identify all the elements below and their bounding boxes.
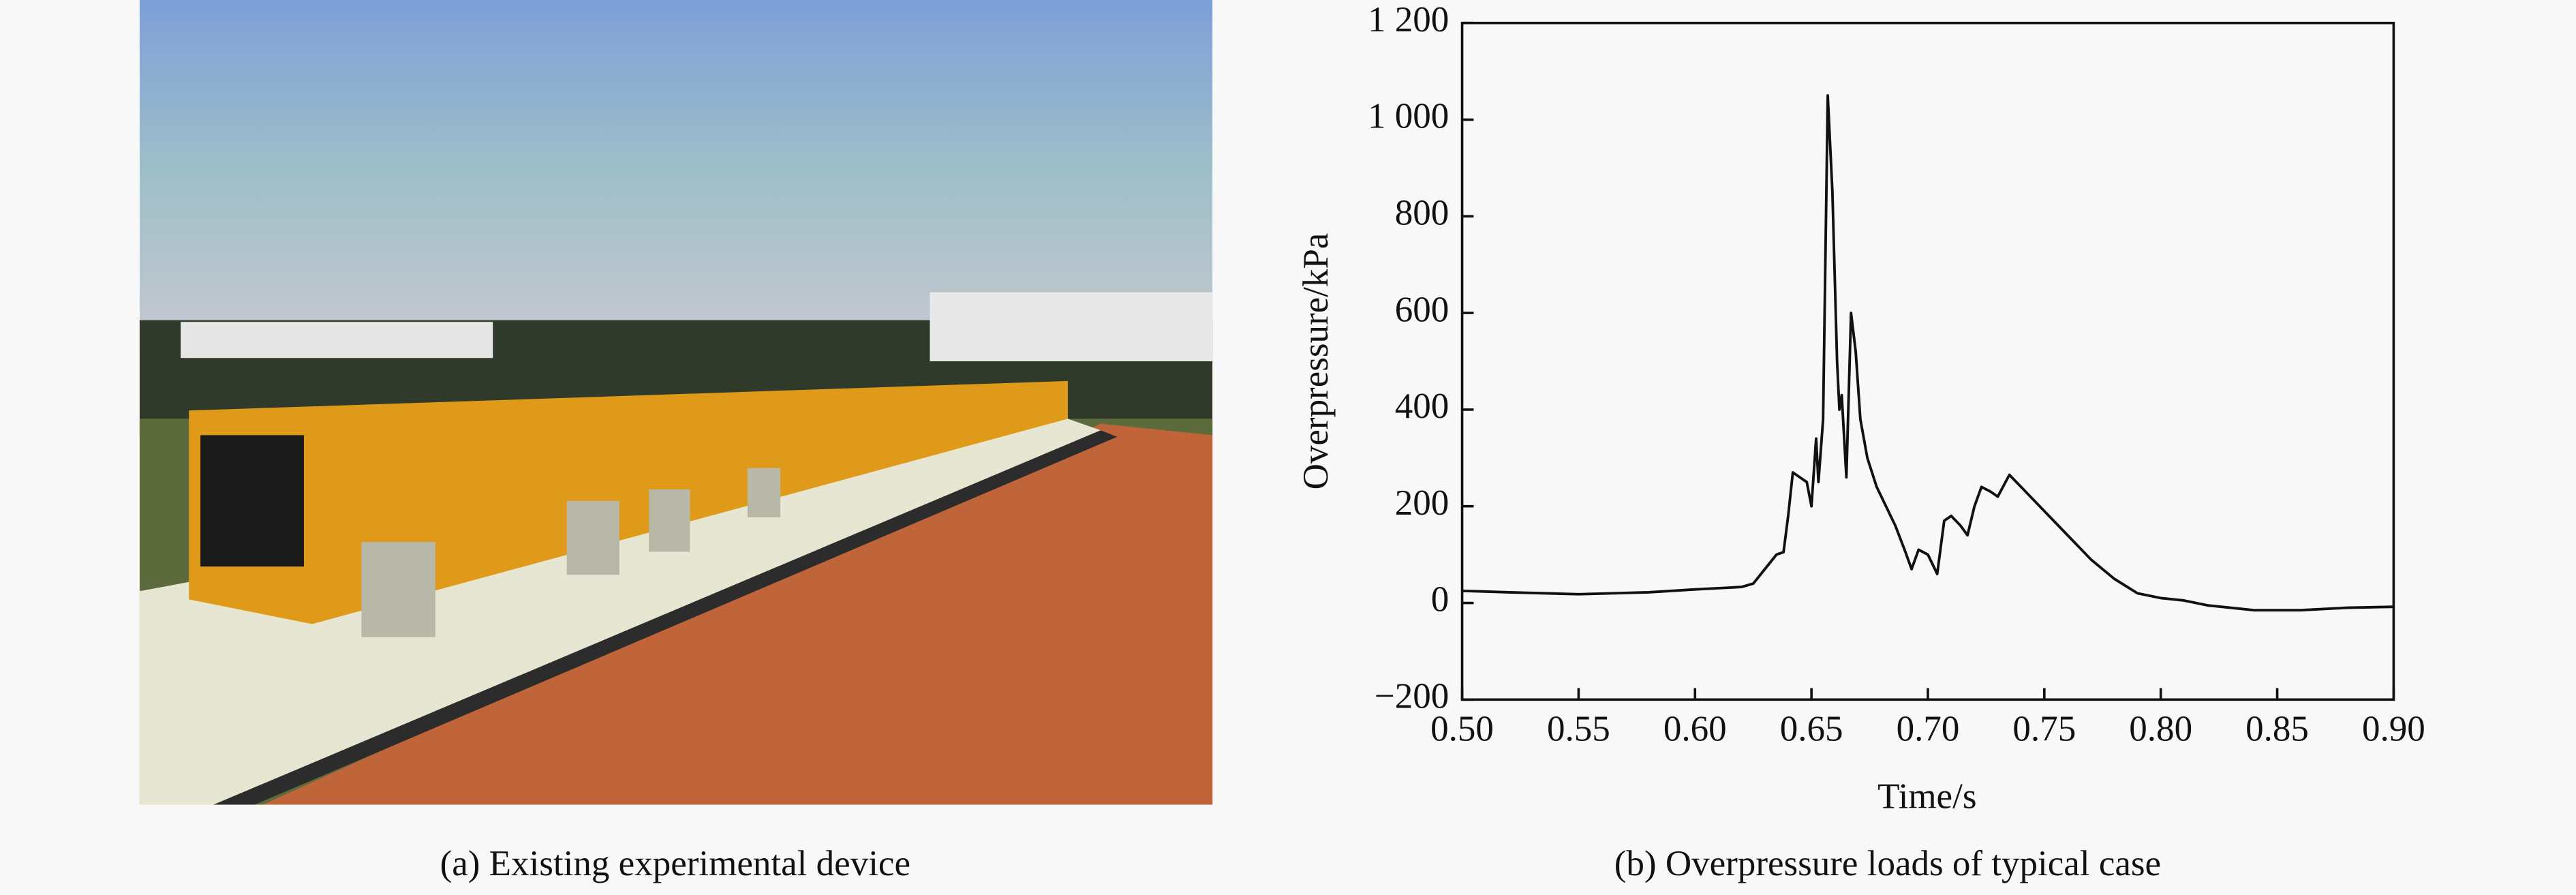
y-tick-label: 400 bbox=[1395, 386, 1450, 426]
x-tick-label: 0.55 bbox=[1547, 710, 1610, 749]
photo bbox=[139, 0, 1213, 805]
x-tick-label: 0.85 bbox=[2245, 710, 2309, 749]
x-tick-label: 0.80 bbox=[2129, 710, 2192, 749]
y-tick-label: 800 bbox=[1395, 194, 1450, 233]
x-tick-label: 0.60 bbox=[1663, 710, 1727, 749]
data-line bbox=[1462, 94, 2394, 612]
chart-caption: (b) Overpressure loads of typical case bbox=[1614, 844, 2161, 883]
x-tick-label: 0.75 bbox=[2012, 710, 2076, 749]
plot-frame bbox=[1460, 21, 2395, 701]
x-tick-label: 0.70 bbox=[1897, 710, 1960, 749]
x-tick-label: 0.90 bbox=[2362, 710, 2425, 749]
x-tick-label: 0.65 bbox=[1780, 710, 1843, 749]
y-tick-label: 600 bbox=[1395, 290, 1450, 329]
y-axis-label: Overpressure/kPa bbox=[1296, 233, 1336, 490]
y-tick-label: 1 000 bbox=[1368, 97, 1449, 136]
x-axis-label: Time/s bbox=[1877, 776, 1976, 816]
y-tick-label: 0 bbox=[1431, 580, 1450, 620]
y-tick-label: −200 bbox=[1375, 676, 1449, 716]
y-tick-label: 1 200 bbox=[1368, 0, 1449, 40]
y-tick-label: 200 bbox=[1395, 483, 1450, 523]
photo-caption: (a) Existing experimental device bbox=[440, 844, 910, 883]
x-tick-label: 0.50 bbox=[1430, 710, 1494, 749]
